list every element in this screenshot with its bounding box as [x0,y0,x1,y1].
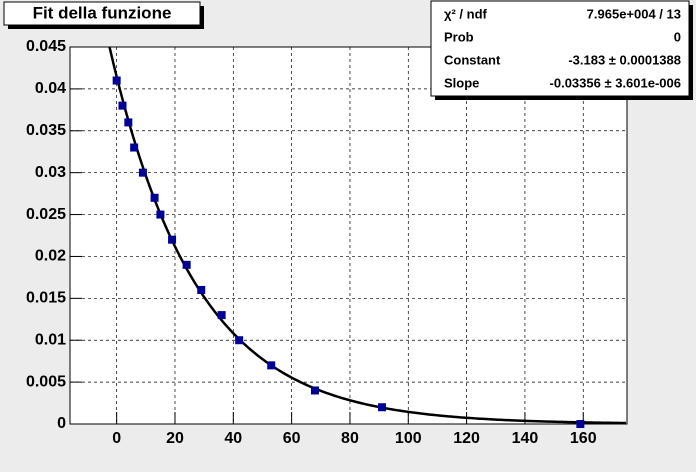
data-point [130,143,139,152]
data-point [267,361,276,370]
title-box [3,1,201,26]
data-point [150,193,159,202]
data-point [138,168,147,177]
data-point [235,336,244,345]
x-tick-label: 20 [166,430,184,447]
data-point [118,101,127,110]
x-tick-label: 140 [512,430,539,447]
x-tick-label: 80 [341,430,359,447]
data-point [168,235,177,244]
y-tick-label: 0.03 [35,164,66,181]
x-tick-label: 0 [112,430,121,447]
y-tick-label: 0.02 [35,248,66,265]
stats-box [430,0,690,97]
stat-label: χ² / ndf [444,6,488,21]
data-point [576,420,585,428]
stat-value: -0.03356 ± 3.601e-006 [550,75,681,90]
stat-value: 7.965e+004 / 13 [587,6,681,21]
y-tick-label: 0 [57,415,66,432]
stat-label: Slope [444,75,479,90]
y-tick-label: 0.045 [26,38,66,55]
x-tick-label: 100 [395,430,422,447]
data-point [182,260,191,269]
stat-label: Prob [444,29,474,44]
data-point [310,386,319,395]
y-tick-label: 0.01 [35,331,66,348]
data-point [378,403,387,412]
chart-title: Fit della funzione [33,3,172,22]
data-point [124,118,133,127]
y-tick-label: 0.015 [26,290,66,307]
data-point [112,76,121,85]
x-tick-label: 60 [283,430,301,447]
x-tick-label: 160 [570,430,597,447]
y-tick-label: 0.035 [26,122,66,139]
x-tick-label: 120 [453,430,480,447]
fit-curve [108,47,627,424]
plot-area [69,46,628,425]
y-tick-label: 0.025 [26,206,66,223]
x-tick-label: 40 [224,430,242,447]
y-tick-label: 0.04 [35,80,66,97]
stat-label: Constant [444,52,501,67]
stat-value: -3.183 ± 0.0001388 [568,52,681,67]
data-point [156,210,165,219]
data-point [197,285,206,294]
y-tick-label: 0.005 [26,373,66,390]
data-point [217,311,226,320]
stat-value: 0 [674,29,681,44]
